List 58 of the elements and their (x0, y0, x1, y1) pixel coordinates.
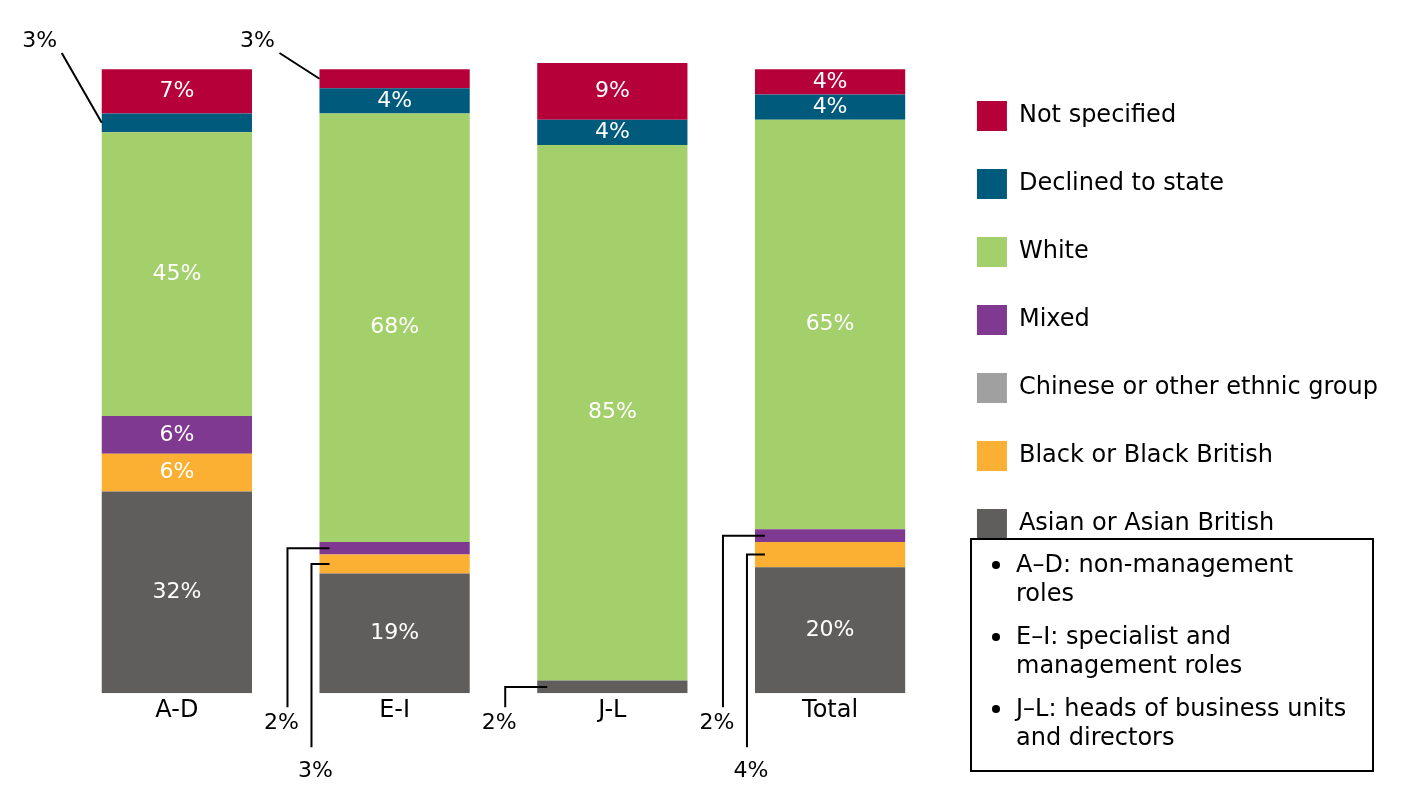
bar (537, 680, 688, 694)
data-label: 4% (594, 118, 630, 144)
bar (754, 69, 906, 95)
data-label: 6% (159, 420, 195, 446)
data-label: 3% (240, 26, 275, 52)
bar (319, 554, 470, 574)
data-label: 2% (481, 708, 517, 734)
legend-label: Declined to state (1018, 168, 1225, 197)
legend-label: Not specified (1018, 100, 1177, 129)
data-label: 4% (812, 92, 848, 118)
legend-label: Asian or Asian British (1018, 508, 1275, 537)
bar (754, 567, 906, 694)
data-label: 45% (152, 259, 202, 285)
text: J–L: heads of business units and directors (1016, 694, 1348, 752)
bar (101, 113, 252, 133)
legend-label: White (1018, 236, 1089, 265)
bar (101, 132, 252, 416)
data-label: 2% (699, 708, 735, 734)
x-tick-label: E-I (379, 694, 411, 723)
bar (319, 113, 470, 542)
data-label: 6% (159, 458, 195, 484)
data-label: 20% (805, 615, 855, 641)
bar (319, 541, 470, 555)
bar (537, 63, 688, 120)
bar (319, 69, 470, 89)
data-label: 3% (298, 756, 333, 782)
bar (101, 69, 252, 114)
data-label: 68% (370, 313, 420, 339)
data-label: 3% (22, 26, 58, 52)
bar (101, 453, 252, 492)
data-label: 7% (159, 77, 195, 103)
x-tick-label: J-L (596, 694, 628, 723)
data-label: 65% (805, 310, 855, 336)
text: E–I: specialist and management roles (1016, 622, 1244, 680)
data-label: 4% (377, 86, 413, 112)
legend-label: Mixed (1018, 304, 1090, 333)
bar (101, 415, 252, 454)
x-tick-label: Total (801, 694, 859, 723)
bar (319, 573, 470, 694)
legend-label: Black or Black British (1018, 440, 1274, 469)
data-label: 2% (264, 708, 299, 734)
bar (754, 541, 906, 568)
bar (537, 144, 688, 681)
bar (101, 491, 252, 694)
bar (754, 119, 906, 530)
bar (754, 94, 906, 120)
data-label: 4% (733, 756, 769, 782)
data-label: 19% (370, 619, 420, 645)
x-tick-label: A-D (155, 694, 199, 723)
data-label: 4% (812, 67, 848, 93)
bar (319, 88, 470, 114)
data-label: 85% (587, 398, 637, 424)
data-label: 9% (594, 77, 630, 103)
bar (754, 529, 906, 542)
legend-label: Chinese or other ethnic group (1018, 372, 1379, 401)
text: A–D: non-management roles (1016, 550, 1295, 608)
bar (537, 119, 688, 145)
data-label: 32% (152, 578, 202, 604)
